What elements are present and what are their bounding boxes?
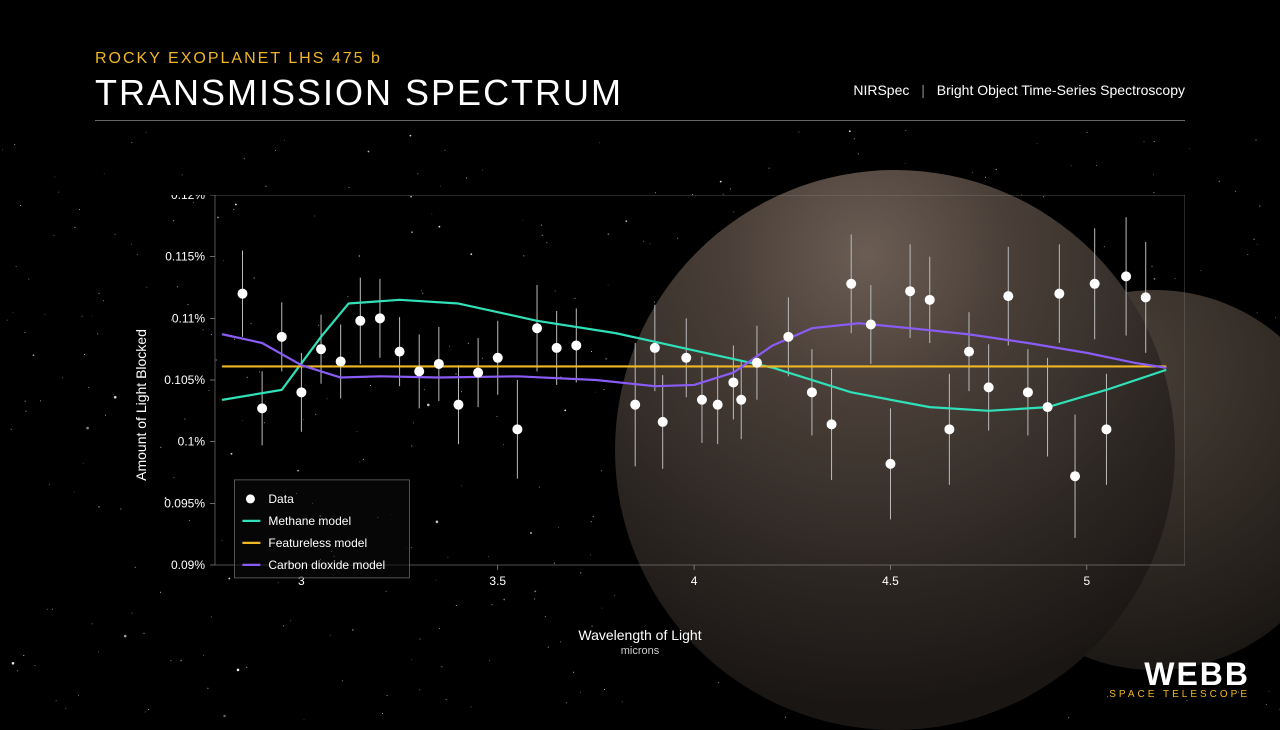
svg-text:0.095%: 0.095% bbox=[164, 496, 205, 510]
header-eyebrow: ROCKY EXOPLANET LHS 475 b bbox=[95, 50, 1185, 68]
svg-text:4.5: 4.5 bbox=[882, 574, 899, 588]
svg-text:0.1%: 0.1% bbox=[178, 435, 206, 449]
svg-text:0.115%: 0.115% bbox=[165, 250, 205, 264]
svg-text:Carbon dioxide model: Carbon dioxide model bbox=[268, 558, 385, 572]
svg-text:0.105%: 0.105% bbox=[164, 373, 205, 387]
instrument-mode: Bright Object Time-Series Spectroscopy bbox=[937, 82, 1185, 98]
svg-text:Data: Data bbox=[268, 492, 294, 506]
svg-text:0.09%: 0.09% bbox=[171, 558, 205, 572]
svg-text:Featureless model: Featureless model bbox=[268, 536, 367, 550]
chart: Amount of Light Blocked 0.09%0.095%0.1%0… bbox=[95, 195, 1185, 615]
chart-svg: 0.09%0.095%0.1%0.105%0.11%0.115%0.12%33.… bbox=[95, 195, 1185, 615]
x-axis-label: Wavelength of Light microns bbox=[95, 627, 1185, 657]
x-axis-sublabel: microns bbox=[95, 645, 1185, 657]
logo-top: WEBB bbox=[1109, 660, 1250, 689]
instrument-name: NIRSpec bbox=[853, 82, 909, 98]
instrument-label: NIRSpec | Bright Object Time-Series Spec… bbox=[853, 82, 1185, 98]
separator-icon: | bbox=[921, 82, 925, 98]
webb-logo: WEBB SPACE TELESCOPE bbox=[1109, 660, 1250, 700]
x-axis-label-text: Wavelength of Light bbox=[578, 627, 701, 643]
svg-text:4: 4 bbox=[691, 574, 698, 588]
logo-bottom: SPACE TELESCOPE bbox=[1109, 689, 1250, 700]
svg-text:3.5: 3.5 bbox=[489, 574, 506, 588]
svg-text:Methane model: Methane model bbox=[268, 514, 351, 528]
svg-text:5: 5 bbox=[1083, 574, 1090, 588]
svg-text:0.11%: 0.11% bbox=[172, 311, 205, 325]
y-axis-label: Amount of Light Blocked bbox=[133, 329, 149, 481]
header-rule bbox=[95, 120, 1185, 121]
svg-text:0.12%: 0.12% bbox=[171, 195, 205, 202]
